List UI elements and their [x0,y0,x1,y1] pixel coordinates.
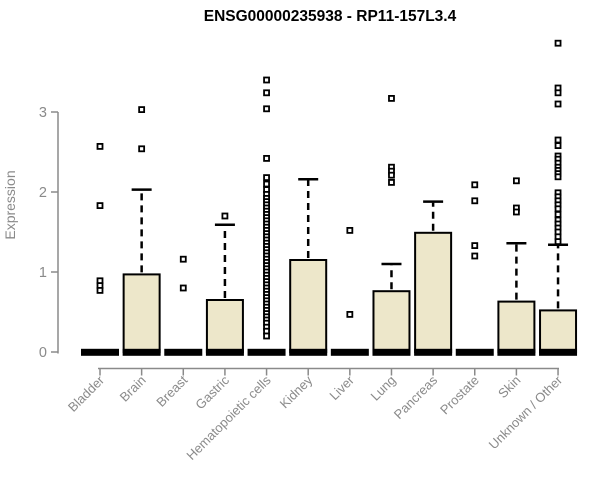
y-tick-label: 0 [39,345,47,361]
outlier-point [96,286,104,294]
box [497,300,536,354]
box [289,259,328,353]
outlier-point [263,180,270,188]
outlier-point [513,208,520,216]
box [539,309,578,353]
x-axis-label: Pancreas [391,372,441,422]
outlier-point [138,145,146,153]
outlier-point [263,154,270,162]
outlier-point [263,174,270,182]
median-line [372,348,411,356]
outlier-point [554,205,562,213]
y-tick-label: 1 [39,265,47,281]
outlier-point [263,332,270,340]
x-axis-label: Bladder [65,372,108,415]
box [205,299,244,353]
x-axis-label: Prostate [437,373,482,418]
median-line [539,348,578,356]
box [414,231,453,353]
chart-title: ENSG00000235938 - RP11-157L3.4 [203,8,457,25]
median-line [330,348,369,356]
outlier-point [554,100,562,108]
median-line [455,348,494,356]
median-line [247,348,286,356]
y-tick-label: 3 [39,105,47,121]
x-axis-label: Lung [368,373,399,404]
outlier-point [471,242,479,250]
outlier-point [388,171,395,179]
outlier-point [96,142,104,150]
median-line [497,348,536,356]
box [122,273,161,353]
x-axis-label: Unknown / Other [486,372,566,452]
x-axis-label: Brain [117,373,149,405]
outlier-point [471,181,479,189]
outlier-point [263,105,270,113]
outlier-point [179,284,187,292]
outlier-point [554,238,562,246]
median-line [289,348,328,356]
x-axis-label: Breast [153,372,190,409]
outlier-point [388,95,395,102]
median-line [414,348,453,356]
outlier-point [96,202,104,210]
outlier-point [346,226,354,234]
outlier-point [471,197,479,205]
outlier-point [346,310,354,318]
x-axis-label: Liver [326,372,357,403]
outlier-point [554,136,562,144]
x-axis-label: Gastric [192,372,232,412]
outlier-point [263,76,270,84]
outlier-point [263,89,270,97]
y-tick-label: 2 [39,185,47,201]
outlier-point [554,89,562,97]
outlier-point [221,212,229,220]
outlier-point [554,142,562,150]
outlier-point [554,210,562,218]
outlier-point [388,178,395,186]
outlier-point [513,177,520,185]
outlier-point [138,106,146,113]
outlier-point [554,173,562,181]
median-line [164,348,203,356]
median-line [122,348,161,356]
x-axis-label: Skin [495,373,523,401]
box [372,290,411,354]
median-line [81,348,119,356]
outlier-point [179,255,187,263]
x-axis-label: Kidney [277,372,316,411]
median-line [205,348,244,356]
outlier-point [554,39,562,47]
outlier-point [471,252,479,260]
